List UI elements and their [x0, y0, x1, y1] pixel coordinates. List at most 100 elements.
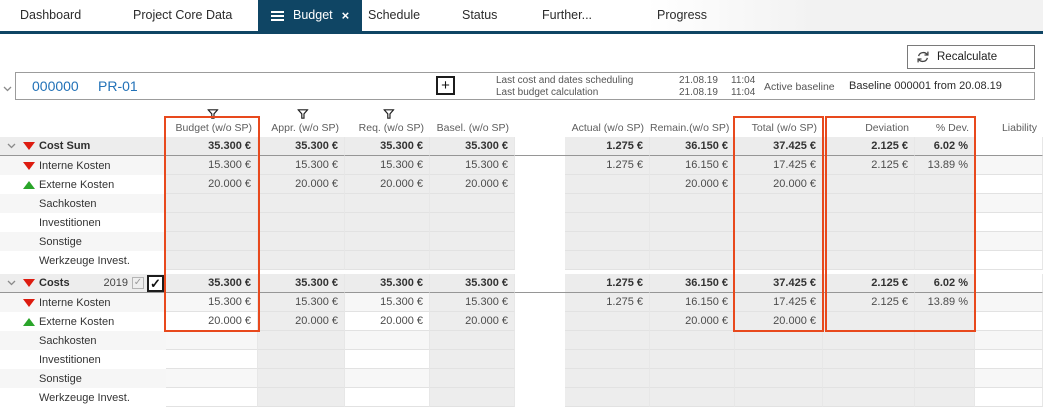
- cell-req[interactable]: 35.300 €: [345, 137, 430, 156]
- cell-basel[interactable]: 35.300 €: [430, 137, 515, 156]
- project-number[interactable]: 000000: [32, 78, 79, 94]
- cell-appr[interactable]: 15.300 €: [258, 156, 345, 175]
- tab-budget[interactable]: Budget ×: [258, 0, 363, 31]
- cell-liability[interactable]: [975, 194, 1043, 213]
- hamburger-icon[interactable]: [271, 11, 284, 21]
- row-label-cell[interactable]: Externe Kosten: [0, 175, 166, 194]
- cell-pdev[interactable]: 13.89 %: [915, 293, 975, 312]
- table-row[interactable]: Werkzeuge Invest.: [0, 388, 1043, 407]
- table-row[interactable]: Investitionen: [0, 213, 1043, 232]
- cell-remain[interactable]: 36.150 €: [650, 137, 735, 156]
- recalculate-button[interactable]: Recalculate: [907, 45, 1035, 69]
- cell-budget[interactable]: [166, 388, 258, 407]
- cell-actual[interactable]: 1.275 €: [565, 274, 650, 293]
- cell-total[interactable]: [735, 194, 823, 213]
- cell-appr[interactable]: [258, 251, 345, 270]
- row-label-cell[interactable]: Investitionen: [0, 350, 166, 369]
- cell-basel[interactable]: [430, 194, 515, 213]
- cell-total[interactable]: 20.000 €: [735, 312, 823, 331]
- cell-appr[interactable]: [258, 350, 345, 369]
- cell-total[interactable]: [735, 331, 823, 350]
- row-label-cell[interactable]: Costs 2019 ✓ ✓: [0, 274, 166, 293]
- cell-basel[interactable]: [430, 350, 515, 369]
- tab-dashboard[interactable]: Dashboard: [20, 8, 82, 22]
- cell-total[interactable]: [735, 232, 823, 251]
- cell-pdev[interactable]: [915, 331, 975, 350]
- cell-budget[interactable]: 15.300 €: [166, 293, 258, 312]
- column-header-basel[interactable]: Basel. (w/o SP): [430, 119, 515, 137]
- table-row[interactable]: Cost Sum 35.300 €35.300 €35.300 €35.300 €…: [0, 137, 1043, 156]
- cell-basel[interactable]: [430, 232, 515, 251]
- cell-basel[interactable]: [430, 369, 515, 388]
- cell-remain[interactable]: 16.150 €: [650, 156, 735, 175]
- cell-deviation[interactable]: [823, 331, 915, 350]
- cell-basel[interactable]: 35.300 €: [430, 274, 515, 293]
- column-header-total[interactable]: Total (w/o SP): [735, 119, 823, 137]
- table-row[interactable]: Sachkosten: [0, 331, 1043, 350]
- cell-pdev[interactable]: [915, 175, 975, 194]
- cell-actual[interactable]: [565, 369, 650, 388]
- cell-total[interactable]: 37.425 €: [735, 274, 823, 293]
- cell-remain[interactable]: [650, 331, 735, 350]
- row-label-cell[interactable]: Cost Sum: [0, 137, 166, 156]
- cell-actual[interactable]: 1.275 €: [565, 156, 650, 175]
- cell-total[interactable]: 17.425 €: [735, 293, 823, 312]
- cell-total[interactable]: [735, 388, 823, 407]
- cell-budget[interactable]: [166, 331, 258, 350]
- tab-project-core-data[interactable]: Project Core Data: [133, 8, 233, 22]
- cell-req[interactable]: 20.000 €: [345, 175, 430, 194]
- funnel-icon[interactable]: [382, 107, 395, 125]
- cell-budget[interactable]: 20.000 €: [166, 175, 258, 194]
- cell-basel[interactable]: [430, 331, 515, 350]
- cell-pdev[interactable]: [915, 194, 975, 213]
- cell-total[interactable]: 37.425 €: [735, 137, 823, 156]
- row-label-cell[interactable]: Sonstige: [0, 232, 166, 251]
- row-label-cell[interactable]: Sonstige: [0, 369, 166, 388]
- cell-total[interactable]: 17.425 €: [735, 156, 823, 175]
- cell-budget[interactable]: [166, 213, 258, 232]
- column-header-budget[interactable]: Budget (w/o SP): [166, 109, 258, 137]
- cell-remain[interactable]: [650, 388, 735, 407]
- project-code[interactable]: PR-01: [98, 78, 138, 94]
- cell-appr[interactable]: [258, 232, 345, 251]
- add-button[interactable]: +: [436, 76, 455, 95]
- cell-budget[interactable]: 20.000 €: [166, 312, 258, 331]
- cell-total[interactable]: [735, 350, 823, 369]
- table-row[interactable]: Costs 2019 ✓ ✓ 35.300 €35.300 €35.300 €35.30…: [0, 274, 1043, 293]
- cell-liability[interactable]: [975, 331, 1043, 350]
- cell-appr[interactable]: [258, 388, 345, 407]
- cell-remain[interactable]: 20.000 €: [650, 175, 735, 194]
- cell-pdev[interactable]: [915, 350, 975, 369]
- table-row[interactable]: Sonstige: [0, 232, 1043, 251]
- table-row[interactable]: Werkzeuge Invest.: [0, 251, 1043, 270]
- cell-budget[interactable]: 15.300 €: [166, 156, 258, 175]
- cell-pdev[interactable]: [915, 251, 975, 270]
- cell-total[interactable]: [735, 213, 823, 232]
- cell-pdev[interactable]: 6.02 %: [915, 274, 975, 293]
- cell-pdev[interactable]: [915, 369, 975, 388]
- cell-liability[interactable]: [975, 156, 1043, 175]
- cell-remain[interactable]: 36.150 €: [650, 274, 735, 293]
- table-row[interactable]: Sonstige: [0, 369, 1043, 388]
- cell-req[interactable]: [345, 194, 430, 213]
- cell-remain[interactable]: [650, 350, 735, 369]
- cell-pdev[interactable]: [915, 232, 975, 251]
- project-collapse-chevron[interactable]: [3, 79, 12, 97]
- chevron-down-icon[interactable]: [3, 280, 19, 286]
- cell-deviation[interactable]: 2.125 €: [823, 156, 915, 175]
- cell-pdev[interactable]: 6.02 %: [915, 137, 975, 156]
- cell-req[interactable]: [345, 251, 430, 270]
- cell-actual[interactable]: [565, 194, 650, 213]
- cell-total[interactable]: [735, 369, 823, 388]
- cell-req[interactable]: [345, 213, 430, 232]
- tab-progress[interactable]: Progress: [657, 8, 708, 22]
- cell-actual[interactable]: [565, 175, 650, 194]
- cell-appr[interactable]: 20.000 €: [258, 312, 345, 331]
- cell-req[interactable]: 35.300 €: [345, 274, 430, 293]
- cell-liability[interactable]: [975, 388, 1043, 407]
- cell-req[interactable]: 20.000 €: [345, 312, 430, 331]
- cell-deviation[interactable]: [823, 312, 915, 331]
- table-row[interactable]: Externe Kosten 20.000 €20.000 €20.000 €20…: [0, 312, 1043, 331]
- cell-req[interactable]: [345, 331, 430, 350]
- cell-appr[interactable]: 35.300 €: [258, 137, 345, 156]
